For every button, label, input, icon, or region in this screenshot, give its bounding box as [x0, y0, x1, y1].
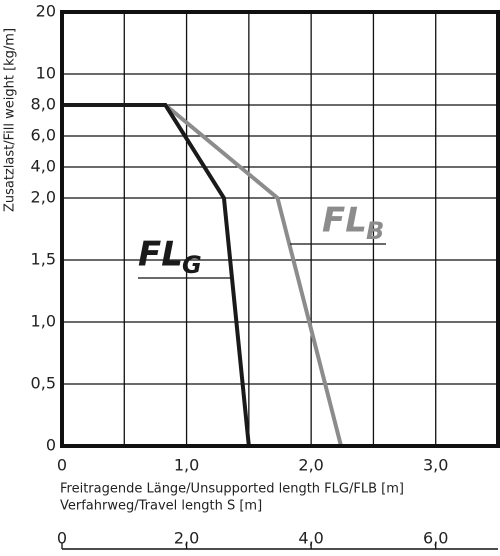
x2-tick-label: 4,0 [298, 529, 323, 548]
x-tick-label: 1,0 [174, 456, 199, 475]
plot-frame [60, 10, 500, 448]
legend-label: FL [322, 201, 367, 241]
legend-entry: FL G [138, 235, 230, 279]
x-tick-label: 3,0 [423, 456, 448, 475]
x2-tick-label: 0 [57, 529, 67, 548]
legend-subscript: G [182, 251, 202, 279]
y-tick-label: 4,0 [31, 157, 56, 176]
x-axis-label: Freitragende Länge/Unsupported length FL… [60, 482, 404, 497]
legend-label: FL [138, 235, 183, 275]
x2-tick-label: 2,0 [174, 529, 199, 548]
y-tick-label: 10 [36, 64, 56, 83]
y-axis-label: Zusatzlast/Fill weight [kg/m] [3, 28, 18, 212]
y-tick-label: 0,5 [31, 374, 56, 393]
x-tick-label: 0 [57, 456, 67, 475]
y-tick-label: 8,0 [31, 95, 56, 114]
x2-axis-label: Verfahrweg/Travel length S [m] [60, 499, 262, 514]
y-tick-label: 1,5 [31, 250, 56, 269]
legend-entry: FL B [290, 201, 386, 245]
x2-tick-label: 6,0 [423, 529, 448, 548]
y-tick-label: 20 [36, 2, 56, 21]
x-tick-label: 2,0 [298, 456, 323, 475]
legend-subscript: B [366, 217, 384, 245]
y-tick-label: 6,0 [31, 126, 56, 145]
y-tick-label: 0 [46, 436, 56, 455]
y-tick-label: 2,0 [31, 188, 56, 207]
y-tick-label: 1,0 [31, 312, 56, 331]
line [62, 103, 251, 447]
